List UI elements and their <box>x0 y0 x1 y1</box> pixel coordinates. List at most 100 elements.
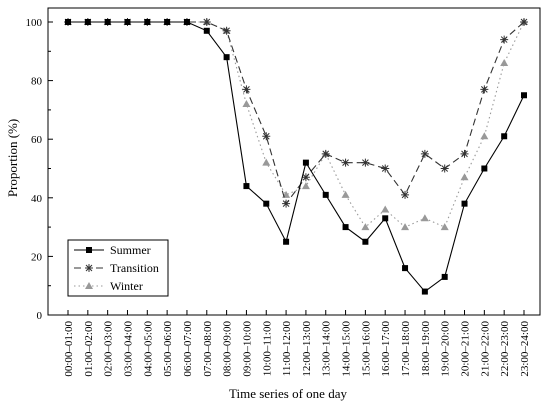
legend-item-winter: Winter <box>74 279 143 293</box>
legend-box <box>67 239 169 297</box>
marker-square <box>65 19 71 25</box>
marker-triangle <box>301 182 310 190</box>
series-group <box>64 18 528 295</box>
marker-square <box>283 238 290 245</box>
marker-square <box>263 200 270 207</box>
y-axis-title: Proportion (%) <box>5 119 20 197</box>
x-tick-label: 15:00–16:00 <box>360 321 372 377</box>
marker-square <box>164 19 171 25</box>
x-tick-label: 01:00–02:00 <box>83 321 95 377</box>
legend-label: Winter <box>110 279 143 293</box>
marker-square <box>322 191 329 198</box>
marker-asterisk <box>520 18 528 26</box>
marker-square <box>203 27 210 34</box>
marker-square <box>461 200 468 207</box>
marker-square <box>441 273 448 280</box>
marker-triangle <box>420 214 429 222</box>
y-tick-label: 100 <box>26 17 43 29</box>
marker-square <box>481 165 488 172</box>
marker-triangle <box>341 190 350 198</box>
marker-asterisk <box>321 149 330 158</box>
marker-triangle <box>85 282 93 289</box>
x-tick-label: 17:00–18:00 <box>400 321 412 377</box>
marker-asterisk <box>361 158 370 167</box>
marker-square <box>402 265 409 272</box>
marker-square <box>223 54 230 61</box>
marker-triangle <box>480 132 489 140</box>
marker-asterisk <box>460 149 469 158</box>
x-tick-label: 04:00–05:00 <box>142 321 154 377</box>
marker-square <box>362 238 369 245</box>
marker-asterisk <box>262 132 271 141</box>
x-tick-label: 20:00–21:00 <box>460 321 472 377</box>
x-axis: 00:00–01:00 01:00–02:00 02:00–03:00 03:00–0… <box>63 310 531 377</box>
x-tick-label: 00:00–01:00 <box>63 321 75 377</box>
x-tick-label: 18:00–19:00 <box>420 321 432 377</box>
marker-asterisk <box>242 85 251 94</box>
x-tick-label: 19:00–20:00 <box>440 321 452 377</box>
marker-square <box>243 183 250 190</box>
x-tick-label: 21:00–22:00 <box>479 321 491 377</box>
x-tick-label: 12:00–13:00 <box>301 321 313 377</box>
marker-triangle <box>500 59 509 67</box>
series-summer <box>65 19 527 295</box>
marker-asterisk <box>202 18 211 26</box>
marker-asterisk <box>440 164 449 173</box>
marker-square <box>183 19 190 25</box>
x-tick-label: 11:00–12:00 <box>281 321 293 377</box>
legend-label: Summer <box>110 243 151 257</box>
marker-square <box>342 224 349 231</box>
marker-asterisk <box>301 173 310 182</box>
marker-square <box>104 19 111 25</box>
series-line <box>68 21 525 293</box>
x-tick-label: 23:00–24:00 <box>519 321 531 377</box>
y-tick-label: 60 <box>31 134 43 146</box>
marker-square <box>421 288 428 295</box>
marker-square <box>144 19 151 25</box>
marker-square <box>84 19 91 25</box>
marker-triangle <box>401 223 410 231</box>
x-tick-label: 08:00–09:00 <box>222 321 234 377</box>
x-tick-label: 22:00–23:00 <box>499 321 511 377</box>
x-tick-label: 06:00–07:00 <box>182 321 194 377</box>
plot-border <box>47 7 541 316</box>
marker-asterisk <box>420 149 429 158</box>
legend: Summer Transition Winter <box>67 239 169 297</box>
marker-triangle <box>460 173 469 181</box>
y-tick-label: 80 <box>31 76 43 88</box>
x-tick-label: 16:00–17:00 <box>380 321 392 377</box>
legend-item-transition: Transition <box>74 261 159 275</box>
marker-triangle <box>381 205 390 213</box>
series-transition <box>64 18 528 208</box>
series-line <box>68 21 525 205</box>
y-tick-label: 20 <box>31 251 43 263</box>
marker-square <box>501 133 508 140</box>
legend-item-summer: Summer <box>74 243 151 257</box>
y-axis: 0 20 40 60 80 100 <box>26 17 53 322</box>
marker-triangle <box>361 223 370 231</box>
marker-asterisk <box>222 26 231 35</box>
marker-square <box>302 159 309 166</box>
x-tick-label: 09:00–10:00 <box>241 321 253 377</box>
y-tick-label: 0 <box>37 310 43 322</box>
series-winter <box>64 18 528 231</box>
marker-asterisk <box>282 199 291 208</box>
marker-asterisk <box>381 164 390 173</box>
marker-square <box>382 215 389 222</box>
marker-asterisk <box>401 190 410 199</box>
x-tick-label: 07:00–08:00 <box>202 321 214 377</box>
x-tick-label: 10:00–11:00 <box>261 321 273 377</box>
marker-triangle <box>262 158 271 166</box>
plot-frame <box>47 7 541 316</box>
marker-asterisk <box>341 158 350 167</box>
y-tick-label: 40 <box>31 193 43 205</box>
marker-triangle <box>440 223 449 231</box>
x-tick-label: 14:00–15:00 <box>341 321 353 377</box>
marker-square <box>124 19 131 25</box>
x-tick-label: 03:00–04:00 <box>122 321 134 377</box>
marker-asterisk <box>480 85 489 94</box>
marker-triangle <box>242 100 251 108</box>
x-axis-title: Time series of one day <box>229 386 347 401</box>
x-tick-label: 02:00–03:00 <box>103 321 115 377</box>
